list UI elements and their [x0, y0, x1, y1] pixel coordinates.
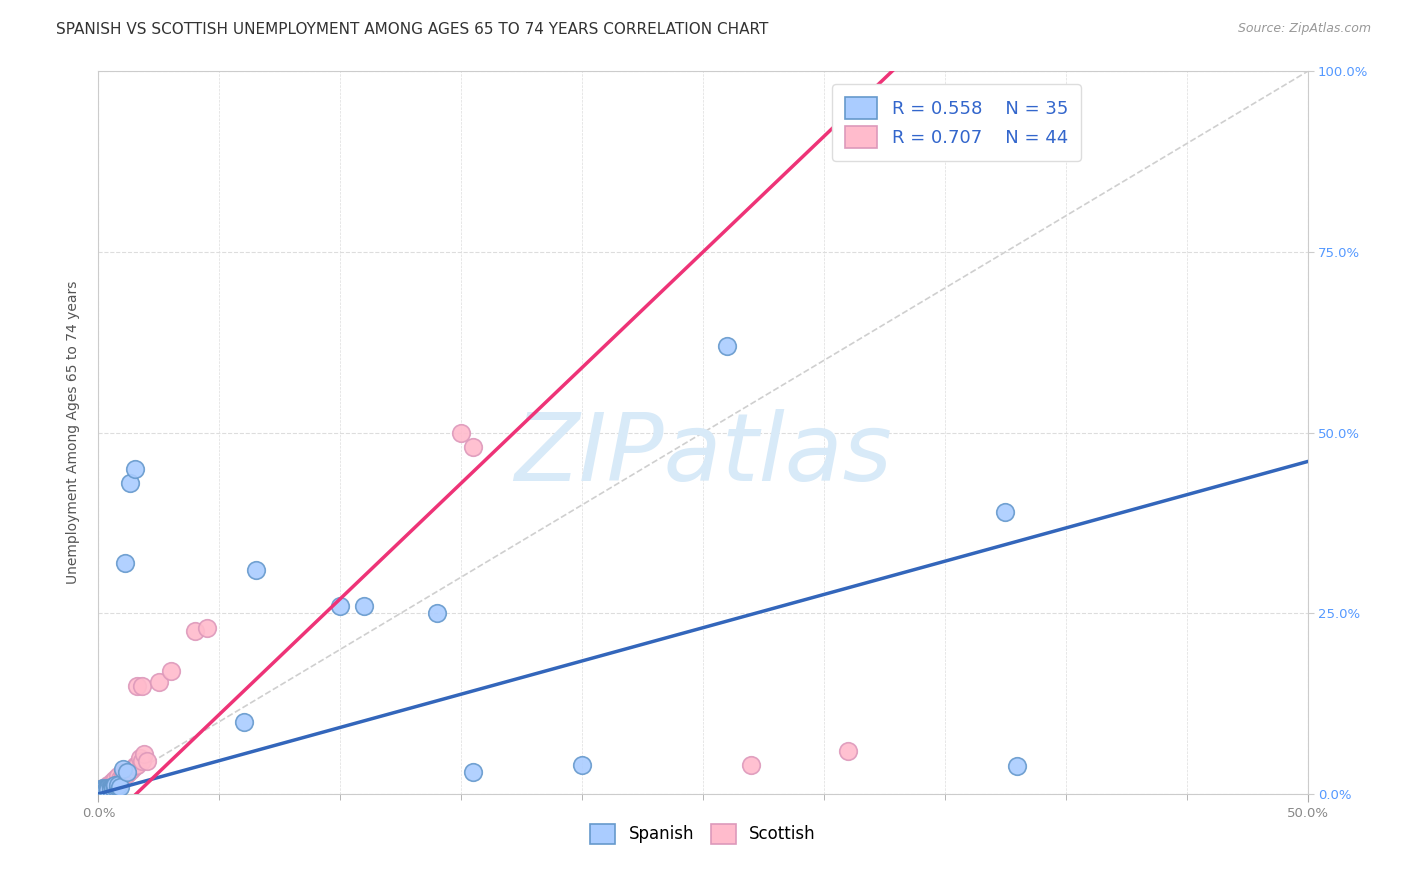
Point — [184, 624, 207, 639]
Point — [107, 780, 129, 794]
Point — [90, 781, 112, 796]
Point — [107, 778, 129, 792]
Text: ZIPatlas: ZIPatlas — [515, 409, 891, 500]
Point — [104, 776, 127, 790]
Point — [91, 781, 114, 796]
Y-axis label: Unemployment Among Ages 65 to 74 years: Unemployment Among Ages 65 to 74 years — [66, 281, 80, 584]
Point — [91, 782, 114, 797]
Text: SPANISH VS SCOTTISH UNEMPLOYMENT AMONG AGES 65 TO 74 YEARS CORRELATION CHART: SPANISH VS SCOTTISH UNEMPLOYMENT AMONG A… — [56, 22, 769, 37]
Point — [232, 714, 254, 729]
Point — [94, 780, 117, 794]
Point — [160, 664, 183, 678]
Point — [90, 783, 112, 797]
Point — [837, 743, 859, 757]
Point — [195, 621, 218, 635]
Point — [101, 773, 124, 788]
Point — [94, 782, 117, 797]
Point — [100, 782, 122, 797]
Point — [94, 781, 117, 796]
Point — [101, 778, 124, 792]
Point — [91, 781, 114, 796]
Point — [463, 440, 485, 454]
Point — [91, 782, 114, 797]
Point — [90, 782, 112, 797]
Point — [329, 599, 352, 613]
Point — [716, 339, 738, 353]
Point — [94, 781, 117, 796]
Point — [91, 781, 114, 796]
Point — [426, 607, 449, 621]
Point — [97, 781, 120, 796]
Point — [114, 556, 136, 570]
Point — [97, 781, 120, 796]
Point — [101, 781, 124, 796]
Point — [101, 776, 124, 790]
Point — [90, 782, 112, 797]
Point — [97, 778, 120, 792]
Point — [463, 765, 485, 780]
Point — [148, 674, 170, 689]
Point — [100, 776, 122, 790]
Point — [100, 780, 122, 794]
Point — [127, 758, 149, 772]
Legend: Spanish, Scottish: Spanish, Scottish — [583, 817, 823, 851]
Point — [740, 758, 762, 772]
Point — [90, 783, 112, 797]
Point — [124, 462, 146, 476]
Point — [111, 765, 134, 780]
Point — [104, 772, 127, 787]
Point — [994, 505, 1017, 519]
Point — [131, 755, 153, 769]
Point — [111, 762, 134, 776]
Point — [571, 758, 593, 772]
Point — [131, 678, 153, 692]
Point — [104, 778, 127, 792]
Point — [1007, 759, 1029, 773]
Point — [114, 765, 136, 780]
Point — [124, 759, 146, 773]
Point — [135, 755, 157, 769]
Point — [127, 678, 149, 692]
Point — [117, 765, 139, 780]
Point — [91, 781, 114, 796]
Point — [450, 425, 472, 440]
Text: Source: ZipAtlas.com: Source: ZipAtlas.com — [1237, 22, 1371, 36]
Point — [134, 747, 156, 761]
Point — [90, 784, 112, 798]
Point — [107, 773, 129, 788]
Point — [108, 772, 131, 787]
Point — [97, 783, 120, 797]
Point — [100, 778, 122, 792]
Point — [121, 762, 143, 776]
Point — [118, 764, 141, 778]
Point — [100, 780, 122, 794]
Point — [117, 766, 139, 780]
Point — [353, 599, 375, 613]
Point — [104, 780, 127, 794]
Point — [107, 769, 129, 783]
Point — [245, 563, 267, 577]
Point — [118, 476, 141, 491]
Point — [101, 780, 124, 794]
Point — [128, 751, 150, 765]
Point — [94, 781, 117, 796]
Point — [111, 766, 134, 780]
Point — [100, 781, 122, 796]
Point — [108, 780, 131, 794]
